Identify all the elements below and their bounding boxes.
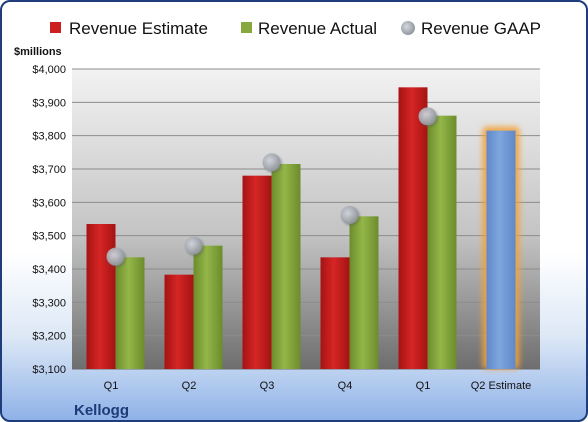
gaap-marker bbox=[340, 206, 359, 224]
gaap-marker bbox=[106, 247, 125, 266]
legend-label-revenue-estimate: Revenue Estimate bbox=[69, 19, 208, 38]
bar-revenue-actual bbox=[115, 257, 145, 369]
gaap-marker bbox=[184, 236, 203, 255]
x-tick-label: Q1 bbox=[104, 380, 119, 392]
x-axis-ticks: Q1 Q2 Q3 Q4 Q1 Q2 Estimate bbox=[104, 380, 532, 392]
x-tick-label: Q4 bbox=[338, 380, 353, 392]
legend: Revenue Estimate Revenue Actual Revenue … bbox=[50, 19, 541, 38]
y-axis-ticks: $3,100 $3,200 $3,300 $3,400 $3,500 $3,600 $3,7… bbox=[32, 64, 66, 376]
legend-label-revenue-actual: Revenue Actual bbox=[258, 19, 377, 38]
bar-revenue-estimate bbox=[164, 274, 194, 369]
y-tick-label: $3,500 bbox=[32, 231, 66, 243]
legend-swatch-revenue-actual bbox=[241, 22, 252, 33]
gaap-markers bbox=[106, 107, 438, 268]
y-tick-label: $3,600 bbox=[32, 197, 66, 209]
bar-revenue-actual bbox=[271, 164, 301, 369]
bar-revenue-estimate bbox=[398, 87, 428, 369]
y-tick-label: $4,000 bbox=[32, 64, 66, 76]
bar-revenue-actual bbox=[427, 115, 457, 370]
y-tick-label: $3,300 bbox=[32, 297, 66, 309]
legend-label-revenue-gaap: Revenue GAAP bbox=[421, 19, 541, 38]
bars bbox=[86, 87, 520, 370]
legend-swatch-revenue-estimate bbox=[50, 22, 61, 33]
y-tick-label: $3,800 bbox=[32, 131, 66, 143]
y-tick-label: $3,700 bbox=[32, 164, 66, 176]
x-tick-label: Q1 bbox=[416, 380, 431, 392]
legend-marker-revenue-gaap bbox=[401, 21, 415, 35]
y-tick-label: $3,100 bbox=[32, 364, 66, 376]
bar-revenue-estimate bbox=[486, 130, 516, 369]
y-tick-label: $3,900 bbox=[32, 97, 66, 109]
x-tick-label: Q3 bbox=[260, 380, 275, 392]
gaap-marker bbox=[418, 107, 437, 126]
plot-area bbox=[72, 69, 540, 369]
company-label: Kellogg bbox=[74, 402, 129, 419]
gridlines bbox=[72, 68, 540, 370]
bar-revenue-estimate bbox=[242, 175, 272, 369]
y-tick-label: $3,400 bbox=[32, 264, 66, 276]
bar-revenue-actual bbox=[193, 245, 223, 369]
bar-revenue-actual bbox=[349, 216, 379, 369]
bar-revenue-estimate bbox=[320, 257, 350, 369]
y-tick-label: $3,200 bbox=[32, 331, 66, 343]
x-tick-label: Q2 bbox=[182, 380, 197, 392]
gaap-marker bbox=[262, 153, 281, 172]
unit-label: $millions bbox=[14, 46, 62, 58]
bar-revenue-estimate bbox=[86, 224, 116, 369]
x-tick-label: Q2 Estimate bbox=[471, 380, 532, 392]
